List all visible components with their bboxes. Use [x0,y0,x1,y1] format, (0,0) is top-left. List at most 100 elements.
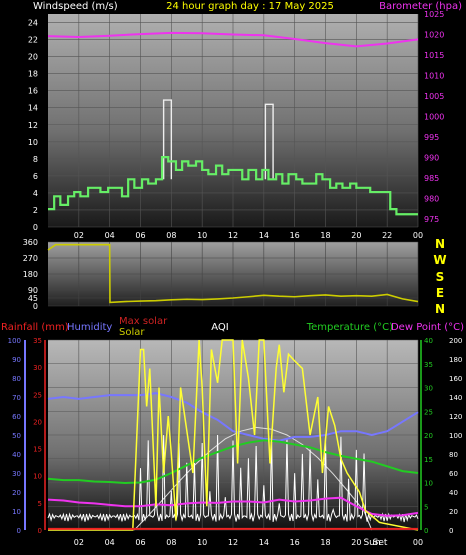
compass-label-n-bottom: N [435,302,445,316]
lower-time-tick-label: 12 [228,538,238,547]
lower-time-tick-label: 14 [259,538,269,547]
compass-label-n-top: N [435,237,445,251]
barometer-tick-label: 980 [424,194,439,203]
compass-label-s: S [436,270,445,284]
chart-title: 24 hour graph day : 17 May 2025 [166,1,334,12]
temperature-tick-label: 15 [424,456,433,464]
lower-panel-series [47,339,419,531]
temperature-tick-label: 35 [424,361,433,369]
wind-speed-tick-label: 6 [33,172,38,181]
solar-tick-label: 40 [449,489,458,497]
direction-tick-label: 270 [23,254,38,263]
humidity-tick-label: 10 [12,508,21,516]
temperature-tick-label: 20 [424,432,433,440]
lower-time-tick-label: 10 [197,538,207,547]
humidity-tick-label: 30 [12,470,21,478]
barometer-tick-label: 995 [424,133,439,142]
barometer-tick-label: 1025 [424,10,444,19]
humidity-tick-label: 20 [12,489,21,497]
wind-panel-series [47,31,419,216]
solar-series-line [48,339,419,531]
humidity-tick-label: 0 [17,527,21,535]
wind-speed-tick-label: 8 [33,155,38,164]
rainfall-tick-label: 25 [33,391,42,399]
wind-time-tick-label: 06 [135,231,145,240]
lower-time-tick-label: 08 [166,538,176,547]
solar-tick-label: 60 [449,470,458,478]
dew-point-axis-label: Dew Point (°C) [391,322,464,333]
wind-time-tick-label: 02 [74,231,84,240]
rainfall-tick-label: 30 [33,364,42,372]
humidity-tick-label: 70 [12,394,21,402]
lower-time-tick-label: 18 [320,538,330,547]
wind-speed-tick-label: 14 [28,104,38,113]
temperature-tick-label: 10 [424,480,433,488]
barometer-tick-label: 1000 [424,112,444,121]
rainfall-tick-label: 35 [33,337,42,345]
solar-tick-label: 80 [449,451,458,459]
rainfall-tick-label: 5 [38,500,42,508]
wind-time-tick-label: 14 [259,231,269,240]
humidity-tick-label: 100 [8,337,21,345]
wind-speed-tick-label: 12 [28,121,38,130]
lower-time-tick-label: 06 [135,538,145,547]
rainfall-tick-label: 15 [33,446,42,454]
direction-tick-label: 180 [23,270,38,279]
lower-time-tick-label: 00 [413,538,423,547]
solar-tick-label: 180 [449,356,462,364]
temperature-tick-label: 40 [424,337,433,345]
temperature-series-line [47,439,419,484]
barometer-tick-label: 1020 [424,30,444,39]
wind-speed-tick-label: 20 [28,53,38,62]
barometer-axis-ticks: 975 980 985 990 995 1000 1005 1010 1015 1020 1025 [424,10,444,224]
max-solar-legend: Max solar [119,316,168,327]
temperature-tick-label: 25 [424,408,433,416]
solar-tick-label: 200 [449,337,462,345]
aqi-legend: AQI [211,322,229,333]
compass-label-e: E [436,286,444,300]
temperature-tick-label: 5 [424,503,428,511]
wind-time-tick-label: 08 [166,231,176,240]
wind-time-tick-label: 16 [290,231,300,240]
gust-series-line-a [162,99,173,180]
wind-time-tick-label: 00 [413,231,423,240]
solar-tick-label: 100 [449,432,462,440]
barometer-tick-label: 975 [424,215,439,224]
wind-speed-tick-label: 22 [28,36,38,45]
wind-speed-tick-label: 0 [33,223,38,232]
barometer-tick-label: 1005 [424,92,444,101]
wind-speed-tick-label: 24 [28,19,38,28]
humidity-tick-label: 90 [12,356,21,364]
solar-tick-label: 160 [449,375,462,383]
humidity-tick-label: 60 [12,413,21,421]
rainfall-axis-label: Rainfall (mm) [1,322,69,333]
solar-tick-label: 20 [449,508,458,516]
barometer-series-line [47,31,419,48]
humidity-axis-label: Humidity [67,322,112,333]
wind-time-tick-label: 20 [351,231,361,240]
rainfall-tick-label: 10 [33,473,42,481]
rainfall-tick-label: 0 [38,527,42,535]
sunset-label-set: Set [373,538,388,548]
humidity-tick-label: 40 [12,451,21,459]
direction-tick-label: 90 [28,286,38,295]
wind-speed-tick-label: 4 [33,189,38,198]
sunset-label-sun: Sun [363,538,380,548]
solar-legend: Solar [119,327,145,338]
direction-tick-label: 360 [23,238,38,247]
humidity-tick-label: 80 [12,375,21,383]
wind-speed-tick-label: 10 [28,138,38,147]
solar-tick-label: 140 [449,394,462,402]
wind-time-tick-label: 04 [105,231,115,240]
direction-tick-label: 45 [28,294,38,303]
temperature-tick-label: 30 [424,385,433,393]
dew-point-series-line [47,496,419,517]
lower-panel-time-axis: 02 04 06 08 10 12 14 16 18 20 00 [74,538,423,547]
lower-time-tick-label: 04 [105,538,115,547]
barometer-tick-label: 1015 [424,51,444,60]
wind-time-tick-label: 10 [197,231,207,240]
gust-series-line-b [264,103,274,180]
